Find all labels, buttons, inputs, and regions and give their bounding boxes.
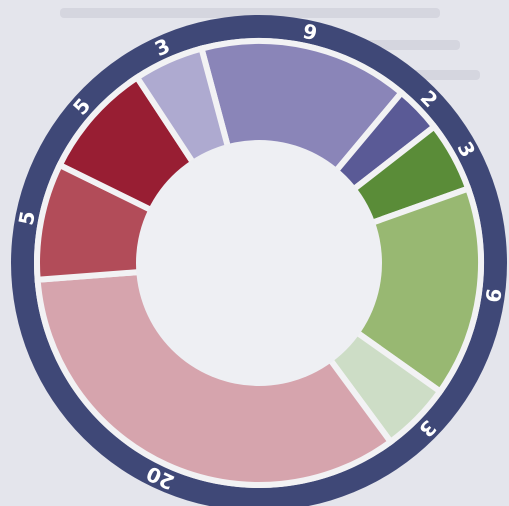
slice-value-label-7: 5	[14, 209, 40, 227]
slice-value-label-1: 9	[301, 19, 320, 45]
center-hole	[136, 140, 382, 386]
slice-value-label-4: 9	[480, 287, 506, 304]
